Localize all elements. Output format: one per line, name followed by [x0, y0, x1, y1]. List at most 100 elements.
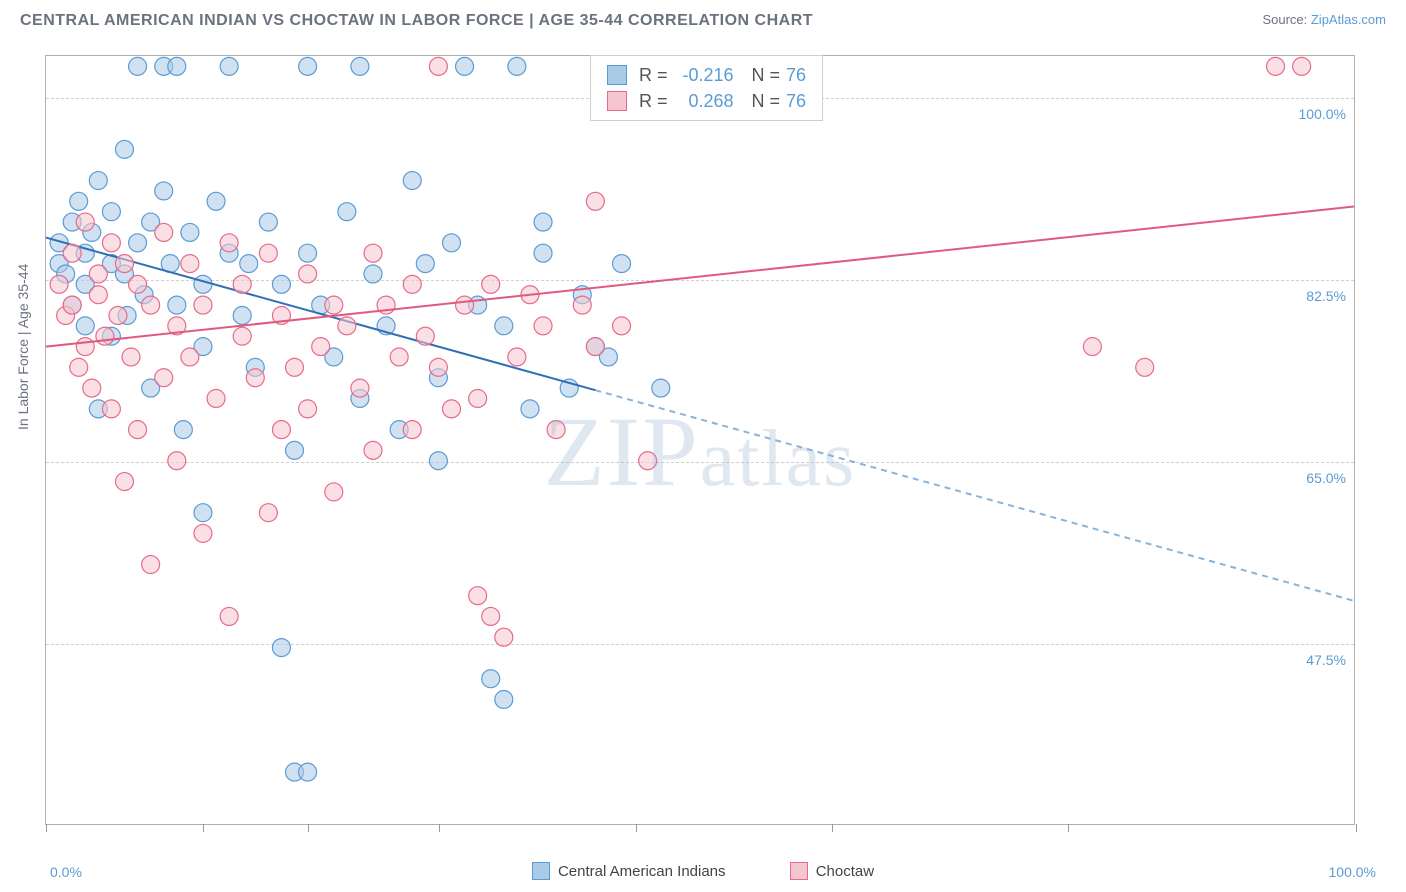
r-label: R =	[639, 88, 668, 114]
data-point	[586, 192, 604, 210]
data-point	[220, 57, 238, 75]
data-point	[652, 379, 670, 397]
data-point	[50, 275, 68, 293]
x-tick	[46, 824, 47, 832]
data-point	[338, 203, 356, 221]
data-point	[259, 213, 277, 231]
correlation-legend: R = -0.216 N = 76 R = 0.268 N = 76	[590, 55, 823, 121]
chart-title: CENTRAL AMERICAN INDIAN VS CHOCTAW IN LA…	[20, 12, 813, 29]
data-point	[102, 203, 120, 221]
data-point	[207, 192, 225, 210]
data-point	[122, 348, 140, 366]
data-point	[168, 296, 186, 314]
data-point	[272, 421, 290, 439]
data-point	[96, 327, 114, 345]
data-point	[613, 255, 631, 273]
correlation-row: R = 0.268 N = 76	[607, 88, 806, 114]
data-point	[76, 338, 94, 356]
r-value: -0.216	[674, 62, 734, 88]
source-link[interactable]: ZipAtlas.com	[1311, 12, 1386, 27]
r-value: 0.268	[674, 88, 734, 114]
data-point	[495, 628, 513, 646]
data-point	[102, 234, 120, 252]
trend-line-extrapolated	[595, 390, 1354, 601]
series-legend: Central American Indians Choctaw	[0, 862, 1406, 884]
data-point	[181, 255, 199, 273]
legend-item: Choctaw	[790, 862, 874, 880]
data-point	[168, 57, 186, 75]
legend-swatch-icon	[607, 91, 627, 111]
data-point	[299, 57, 317, 75]
data-point	[155, 369, 173, 387]
data-point	[521, 400, 539, 418]
legend-item: Central American Indians	[532, 862, 726, 880]
x-tick	[636, 824, 637, 832]
data-point	[233, 275, 251, 293]
legend-label: Central American Indians	[558, 863, 726, 880]
data-point	[613, 317, 631, 335]
x-tick	[203, 824, 204, 832]
data-point	[299, 244, 317, 262]
data-point	[207, 390, 225, 408]
data-point	[142, 556, 160, 574]
data-point	[109, 306, 127, 324]
data-point	[312, 338, 330, 356]
data-point	[456, 296, 474, 314]
data-point	[403, 421, 421, 439]
data-point	[508, 348, 526, 366]
data-point	[482, 670, 500, 688]
data-point	[495, 317, 513, 335]
source-attribution: Source: ZipAtlas.com	[1262, 12, 1386, 27]
y-axis-title: In Labor Force | Age 35-44	[15, 264, 31, 430]
data-point	[115, 140, 133, 158]
data-point	[115, 255, 133, 273]
data-point	[76, 317, 94, 335]
data-point	[456, 57, 474, 75]
data-point	[129, 234, 147, 252]
data-point	[416, 255, 434, 273]
data-point	[299, 400, 317, 418]
data-point	[194, 504, 212, 522]
x-tick	[439, 824, 440, 832]
chart-plot-area: 100.0%82.5%65.0%47.5% ZIPatlas	[45, 55, 1355, 825]
data-point	[416, 327, 434, 345]
data-point	[102, 400, 120, 418]
data-point	[351, 57, 369, 75]
data-point	[299, 763, 317, 781]
data-point	[181, 348, 199, 366]
data-point	[325, 296, 343, 314]
legend-swatch-icon	[790, 862, 808, 880]
data-point	[194, 524, 212, 542]
data-point	[299, 265, 317, 283]
data-point	[259, 244, 277, 262]
data-point	[168, 452, 186, 470]
data-point	[246, 369, 264, 387]
data-point	[534, 317, 552, 335]
data-point	[129, 421, 147, 439]
data-point	[70, 358, 88, 376]
correlation-row: R = -0.216 N = 76	[607, 62, 806, 88]
data-point	[1267, 57, 1285, 75]
data-point	[70, 192, 88, 210]
data-point	[129, 275, 147, 293]
data-point	[534, 244, 552, 262]
r-label: R =	[639, 62, 668, 88]
data-point	[482, 607, 500, 625]
data-point	[325, 483, 343, 501]
legend-swatch-icon	[532, 862, 550, 880]
data-point	[129, 57, 147, 75]
data-point	[194, 296, 212, 314]
data-point	[1293, 57, 1311, 75]
x-tick	[1068, 824, 1069, 832]
data-point	[272, 639, 290, 657]
n-label: N =	[752, 88, 781, 114]
data-point	[429, 452, 447, 470]
data-point	[259, 504, 277, 522]
data-point	[233, 327, 251, 345]
data-point	[469, 587, 487, 605]
x-tick	[308, 824, 309, 832]
data-point	[364, 441, 382, 459]
data-point	[573, 296, 591, 314]
data-point	[63, 244, 81, 262]
data-point	[586, 338, 604, 356]
